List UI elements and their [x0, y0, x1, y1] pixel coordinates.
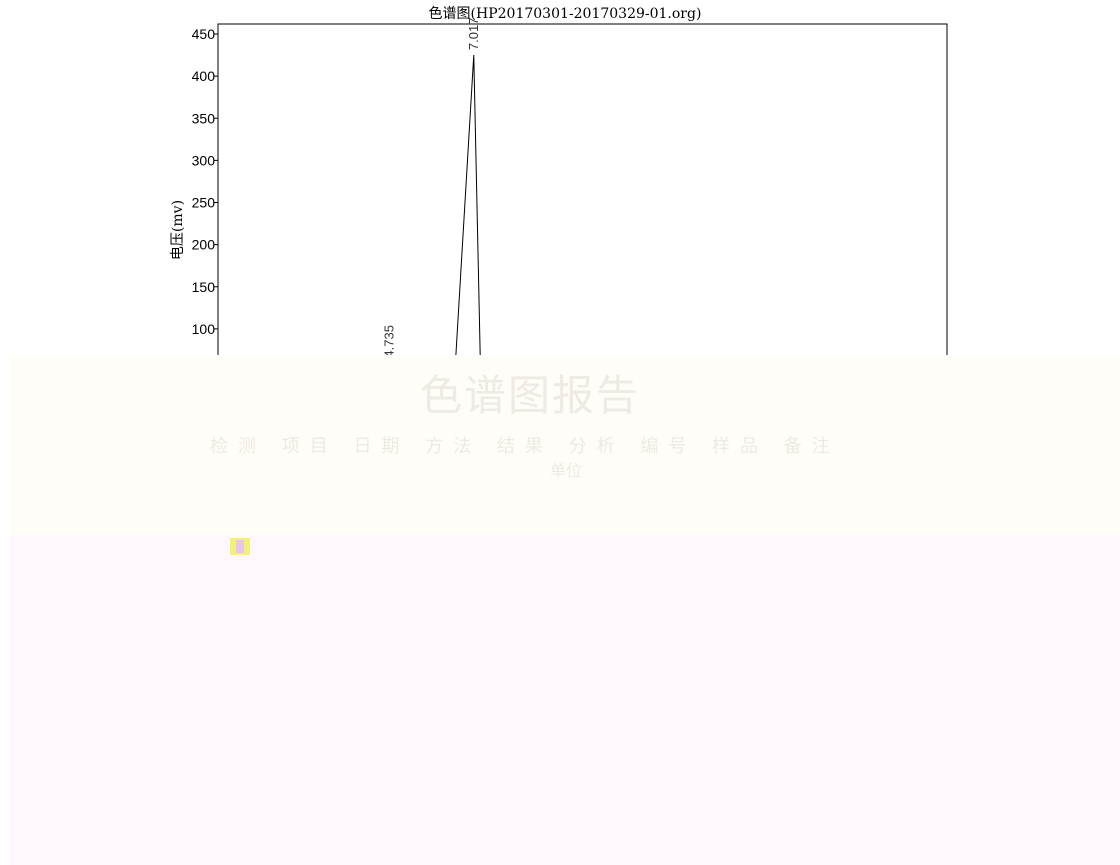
y-tick-label: 250 — [192, 195, 216, 211]
peak-label: 4.735 — [381, 325, 396, 358]
series-layer — [236, 55, 485, 374]
highlight-marker-inner — [236, 540, 244, 553]
y-axis-label: 电压(mv) — [170, 200, 186, 260]
y-tick-label: 100 — [192, 321, 216, 337]
y-tick-label: 350 — [192, 110, 216, 126]
pink-overlay — [10, 535, 1120, 865]
series-line — [236, 55, 485, 374]
y-tick-label: 200 — [192, 237, 216, 253]
y-tick-label: 150 — [192, 279, 216, 295]
y-tick-label: 400 — [192, 68, 216, 84]
cream-overlay — [10, 355, 1120, 535]
y-tick-label: 300 — [192, 152, 216, 168]
y-axis-ticks: 50100150200250300350400450 — [192, 26, 218, 379]
peak-label: 7.017 — [466, 18, 481, 51]
y-tick-label: 450 — [192, 26, 216, 42]
chart-title: 色谱图(HP20170301-20170329-01.org) — [429, 5, 702, 22]
faded-row: 检测 项目 日期 方法 结果 分析 编号 样品 备注 — [210, 436, 840, 457]
faded-heading: 色谱图报告 — [420, 371, 641, 420]
peak-labels: 7.017 4.735 — [381, 18, 480, 358]
faded-unit: 单位 — [550, 461, 583, 480]
